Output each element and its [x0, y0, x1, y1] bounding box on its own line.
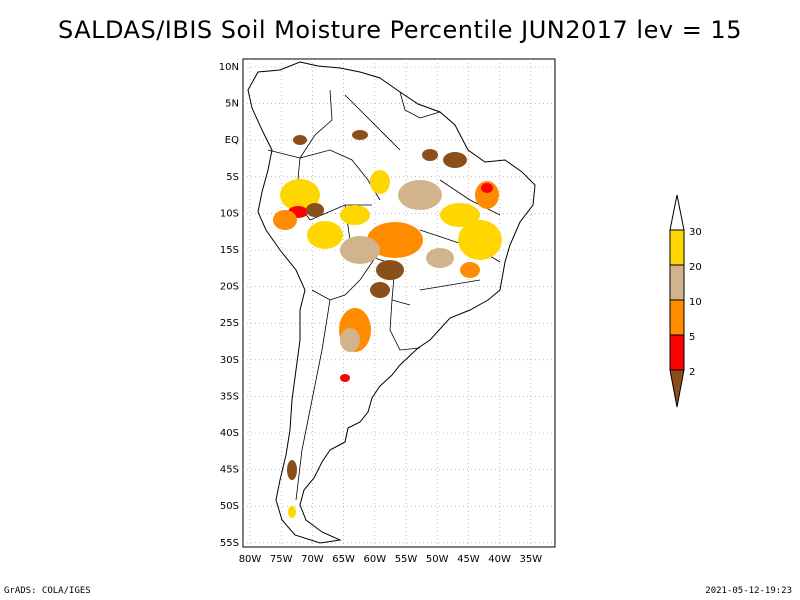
- lat-tick-label: EQ: [225, 135, 239, 146]
- lat-tick-label: 25S: [220, 318, 239, 329]
- lon-tick-label: 55W: [395, 554, 418, 565]
- lat-tick-label: 15S: [220, 245, 239, 256]
- patch-above-20: [280, 179, 320, 211]
- lat-tick-label: 50S: [220, 501, 239, 512]
- patch-10-20: [340, 328, 360, 352]
- map-title: SALDAS/IBIS Soil Moisture Percentile JUN…: [58, 16, 742, 44]
- lon-tick-label: 75W: [270, 554, 293, 565]
- patch-below-2: [443, 152, 467, 168]
- footer-timestamp: 2021-05-12-19:23: [705, 586, 792, 596]
- colorbar-5-10: [669, 299, 685, 336]
- lon-tick-label: 35W: [519, 554, 542, 565]
- patch-10-20: [398, 180, 442, 210]
- south-america-coastline: [247, 61, 536, 544]
- patch-above-20: [340, 205, 370, 225]
- lat-tick-label: 40S: [220, 428, 239, 439]
- lat-tick-label: 20S: [220, 282, 239, 293]
- patch-above-20: [458, 220, 502, 260]
- lon-tick-label: 50W: [426, 554, 449, 565]
- lat-tick-label: 10S: [220, 208, 239, 219]
- patch-below-2: [422, 149, 438, 161]
- patch-below-2: [306, 203, 324, 217]
- lon-tick-label: 70W: [301, 554, 324, 565]
- patch-5-10: [460, 262, 480, 278]
- lon-tick-label: 60W: [363, 554, 386, 565]
- colorbar-label: 20: [689, 262, 702, 273]
- patch-below-2: [287, 460, 297, 480]
- patch-above-20: [440, 203, 480, 227]
- colorbar-below-2: [669, 369, 685, 408]
- lon-tick-label: 45W: [457, 554, 480, 565]
- patch-10-20: [426, 248, 454, 268]
- colorbar-10-20: [669, 264, 685, 301]
- longitude-labels: 80W 75W 70W 65W 60W 55W 50W 45W 40W 35W: [239, 554, 543, 565]
- lat-tick-label: 30S: [220, 355, 239, 366]
- colorbar-above-30: [669, 194, 685, 231]
- patch-5-10: [273, 210, 297, 230]
- colorbar-label: 10: [689, 297, 702, 308]
- colorbar-2-5: [669, 334, 685, 371]
- patch-2-5: [481, 183, 493, 193]
- patch-below-2: [370, 282, 390, 298]
- patch-5-10: [367, 222, 423, 258]
- patch-10-20: [340, 236, 380, 264]
- map-gridlines: [243, 59, 555, 547]
- lat-tick-label: 45S: [220, 465, 239, 476]
- lat-tick-label: 55S: [220, 538, 239, 549]
- patch-below-2: [293, 135, 307, 145]
- patch-above-20: [288, 506, 296, 518]
- patch-above-20: [370, 170, 390, 194]
- lat-tick-label: 5N: [225, 99, 239, 110]
- colorbar-label: 2: [689, 367, 695, 378]
- patch-above-20: [307, 221, 343, 249]
- colorbar-20-30: [669, 229, 685, 266]
- lat-tick-label: 5S: [226, 172, 239, 183]
- colorbar-label: 5: [689, 332, 695, 343]
- patch-below-2: [352, 130, 368, 140]
- moisture-patches: [273, 130, 502, 518]
- colorbar-label: 30: [689, 227, 702, 238]
- patch-below-2: [376, 260, 404, 280]
- lat-tick-label: 10N: [219, 62, 239, 73]
- patch-2-5: [340, 374, 350, 382]
- colorbar: 30 20 10 5 2: [669, 194, 702, 408]
- lon-tick-label: 65W: [332, 554, 355, 565]
- country-borders: [267, 89, 501, 501]
- footer-credit: GrADS: COLA/IGES: [4, 586, 91, 596]
- lat-tick-label: 35S: [220, 391, 239, 402]
- lon-tick-label: 40W: [488, 554, 511, 565]
- lon-tick-label: 80W: [239, 554, 262, 565]
- latitude-labels: 10N 5N EQ 5S 10S 15S 20S 25S 30S 35S 40S 45S 50S 55S: [219, 62, 239, 549]
